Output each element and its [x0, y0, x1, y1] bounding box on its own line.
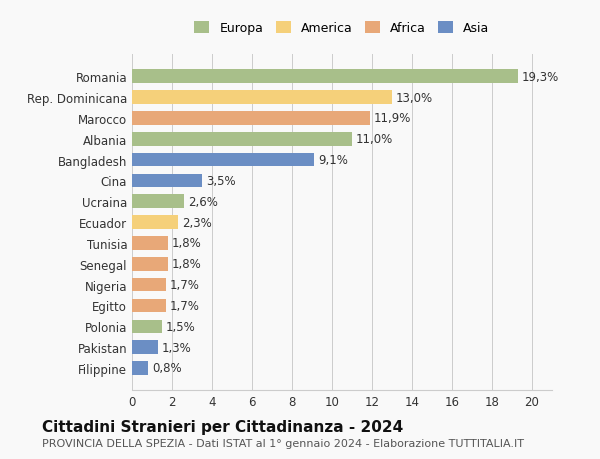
Text: 11,0%: 11,0%	[356, 133, 393, 146]
Text: 3,5%: 3,5%	[206, 174, 236, 188]
Bar	[132, 216, 178, 230]
Text: 19,3%: 19,3%	[522, 71, 559, 84]
Text: 9,1%: 9,1%	[318, 154, 348, 167]
Text: 1,7%: 1,7%	[170, 299, 200, 312]
Text: 0,8%: 0,8%	[152, 362, 182, 375]
Bar	[132, 133, 352, 146]
Bar	[132, 257, 168, 271]
Text: 2,3%: 2,3%	[182, 216, 212, 229]
Bar	[132, 70, 518, 84]
Text: 1,5%: 1,5%	[166, 320, 196, 333]
Bar	[132, 320, 162, 333]
Bar	[132, 91, 392, 105]
Text: 2,6%: 2,6%	[188, 196, 218, 208]
Bar	[132, 174, 202, 188]
Bar	[132, 299, 166, 313]
Bar	[132, 237, 168, 250]
Text: Cittadini Stranieri per Cittadinanza - 2024: Cittadini Stranieri per Cittadinanza - 2…	[42, 419, 403, 434]
Legend: Europa, America, Africa, Asia: Europa, America, Africa, Asia	[191, 18, 493, 39]
Text: 1,3%: 1,3%	[162, 341, 192, 354]
Bar	[132, 341, 158, 354]
Text: 1,8%: 1,8%	[172, 237, 202, 250]
Bar	[132, 361, 148, 375]
Text: 13,0%: 13,0%	[396, 91, 433, 104]
Bar	[132, 195, 184, 208]
Bar	[132, 278, 166, 292]
Text: 1,8%: 1,8%	[172, 257, 202, 271]
Text: 11,9%: 11,9%	[374, 112, 412, 125]
Bar	[132, 153, 314, 167]
Text: PROVINCIA DELLA SPEZIA - Dati ISTAT al 1° gennaio 2024 - Elaborazione TUTTITALIA: PROVINCIA DELLA SPEZIA - Dati ISTAT al 1…	[42, 438, 524, 448]
Bar	[132, 112, 370, 125]
Text: 1,7%: 1,7%	[170, 279, 200, 291]
